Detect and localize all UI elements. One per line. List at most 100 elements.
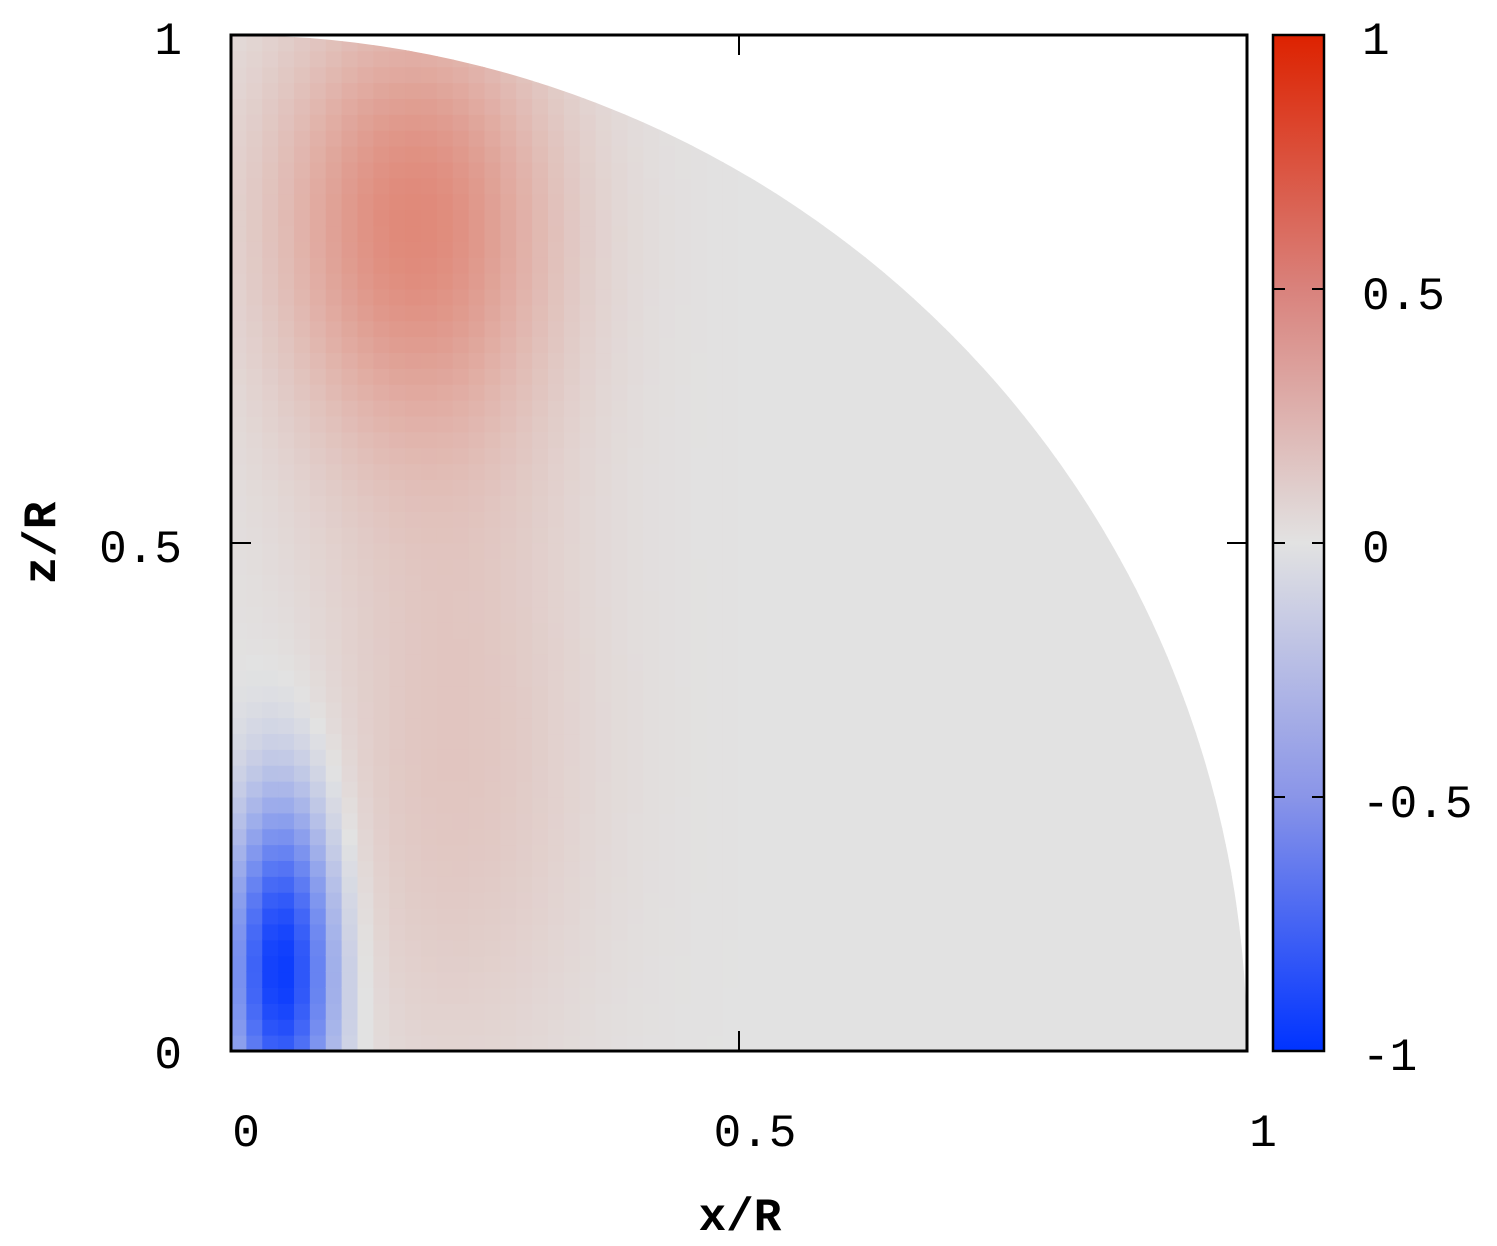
heatmap-cell — [262, 177, 280, 195]
heatmap-cell — [786, 320, 804, 338]
heatmap-cell — [976, 891, 994, 909]
heatmap-cell — [405, 399, 423, 417]
heatmap-cell — [944, 336, 962, 354]
heatmap-cell — [722, 891, 740, 909]
heatmap-cell — [643, 320, 661, 338]
heatmap-cell — [1087, 955, 1105, 973]
heatmap-cell — [929, 447, 946, 465]
heatmap-cell — [262, 923, 280, 941]
heatmap-cell — [802, 987, 819, 1004]
heatmap-cell — [262, 987, 280, 1004]
heatmap-cell — [960, 542, 978, 560]
heatmap-cell — [833, 907, 851, 925]
heatmap-cell — [421, 955, 438, 973]
heatmap-cell — [278, 66, 296, 84]
heatmap-cell — [1151, 923, 1169, 941]
heatmap-cell — [1087, 907, 1105, 925]
heatmap-cell — [452, 844, 470, 862]
heatmap-cell — [1008, 701, 1026, 719]
heatmap-cell — [341, 701, 359, 719]
heatmap-cell — [500, 637, 518, 655]
heatmap-cell — [786, 1002, 804, 1020]
heatmap-cell — [231, 653, 248, 671]
heatmap-cell — [1183, 764, 1200, 782]
heatmap-cell — [944, 479, 962, 496]
heatmap-cell — [1167, 971, 1185, 989]
heatmap-cell — [833, 606, 851, 623]
heatmap-cell — [849, 685, 867, 703]
heatmap-cell — [833, 367, 851, 385]
heatmap-cell — [1040, 574, 1058, 592]
heatmap-cell — [770, 939, 788, 957]
heatmap-cell — [881, 431, 899, 449]
heatmap-cell — [770, 701, 788, 719]
heatmap-cell — [786, 383, 804, 401]
heatmap-cell — [579, 590, 597, 608]
heatmap-cell — [373, 764, 391, 782]
heatmap-cell — [849, 479, 867, 496]
heatmap-cell — [770, 971, 788, 989]
heatmap-cell — [738, 653, 756, 671]
heatmap-cell — [1056, 907, 1073, 925]
heatmap-cell — [1230, 907, 1247, 925]
heatmap-cell — [659, 193, 677, 211]
heatmap-cell — [1151, 590, 1169, 608]
heatmap-cell — [436, 971, 454, 989]
heatmap-cell — [421, 812, 438, 830]
heatmap-cell — [897, 494, 915, 512]
heatmap-cell — [722, 225, 740, 242]
heatmap-cell — [992, 542, 1010, 560]
heatmap-cell — [341, 161, 359, 179]
heatmap-cell — [627, 923, 645, 941]
heatmap-cell — [341, 193, 359, 211]
heatmap-cell — [325, 860, 343, 877]
heatmap-cell — [897, 1002, 915, 1020]
heatmap-cell — [722, 367, 740, 385]
heatmap-cell — [913, 939, 931, 957]
heatmap-cell — [1135, 780, 1153, 798]
heatmap-cell — [690, 1034, 708, 1051]
heatmap-cell — [722, 145, 740, 163]
heatmap-cell — [754, 748, 772, 766]
heatmap-cell — [1008, 494, 1026, 512]
heatmap-cell — [754, 320, 772, 338]
heatmap-cell — [738, 669, 756, 687]
heatmap-cell — [548, 987, 565, 1004]
heatmap-cell — [452, 113, 470, 131]
heatmap-cell — [436, 113, 454, 131]
heatmap-cell — [309, 272, 327, 290]
heatmap-cell — [722, 558, 740, 576]
heatmap-cell — [802, 812, 819, 830]
heatmap-cell — [373, 780, 391, 798]
heatmap-cell — [341, 177, 359, 195]
heatmap-cell — [484, 526, 502, 544]
heatmap-cell — [992, 907, 1010, 925]
heatmap-cell — [357, 145, 375, 163]
heatmap-cell — [960, 1002, 978, 1020]
heatmap-cell — [849, 1002, 867, 1020]
heatmap-cell — [294, 352, 311, 369]
heatmap-cell — [722, 415, 740, 433]
heatmap-cell — [786, 526, 804, 544]
heatmap-cell — [294, 193, 311, 211]
heatmap-cell — [722, 637, 740, 655]
heatmap-cell — [484, 288, 502, 306]
heatmap-cell — [436, 240, 454, 258]
heatmap-cell — [246, 399, 264, 417]
heatmap-cell — [548, 256, 565, 274]
heatmap-cell — [468, 764, 486, 782]
heatmap-cell — [786, 987, 804, 1004]
heatmap-cell — [817, 479, 835, 496]
heatmap-cell — [833, 780, 851, 798]
heatmap-cell — [913, 685, 931, 703]
heatmap-cell — [357, 415, 375, 433]
heatmap-cell — [1008, 891, 1026, 909]
heatmap-cell — [1024, 653, 1042, 671]
heatmap-cell — [865, 1002, 883, 1020]
heatmap-cell — [849, 796, 867, 814]
heatmap-cell — [231, 288, 248, 306]
heatmap-cell — [436, 1034, 454, 1051]
heatmap-cell — [468, 66, 486, 84]
heatmap-cell — [246, 129, 264, 147]
heatmap-cell — [1103, 844, 1121, 862]
